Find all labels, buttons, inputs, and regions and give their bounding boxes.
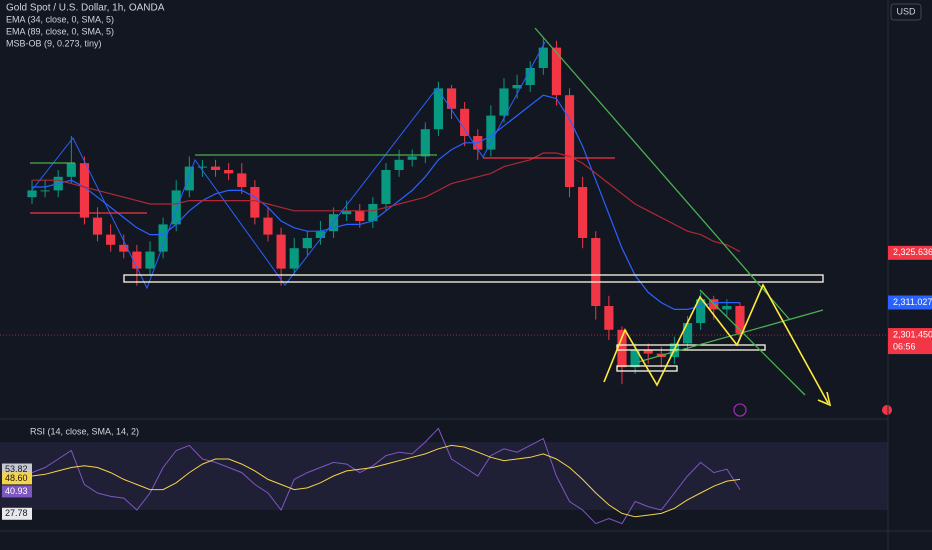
candle-body — [643, 350, 653, 354]
candle-body — [682, 323, 693, 344]
candle-body — [551, 47, 562, 96]
candle-body — [197, 166, 208, 168]
rsi-badge-label: 40.93 — [5, 486, 28, 496]
indicator-label: MSB-OB (9, 0.273, tiny) — [6, 38, 102, 48]
price-badge — [888, 295, 932, 310]
rsi-badge — [2, 507, 32, 520]
flag-icon — [882, 405, 892, 415]
candle-body — [119, 244, 129, 252]
rsi-badge — [2, 472, 32, 485]
candle-body — [630, 350, 640, 368]
candle-body — [538, 47, 548, 69]
rsi-band — [0, 442, 888, 511]
zigzag — [31, 41, 546, 290]
candle-body — [578, 187, 588, 239]
candle-body — [224, 170, 234, 174]
candle-body — [158, 224, 168, 252]
candle-body — [342, 210, 352, 215]
plots — [0, 37, 888, 525]
zone-box — [616, 365, 678, 372]
labels: 2,325.636 2,311.027 06:56 2,301.450 53.8248.… — [2, 245, 932, 520]
candle-body — [184, 166, 194, 191]
candle-body — [381, 170, 391, 205]
rsi-title: RSI (14, close, SMA, 14, 2) — [30, 426, 139, 436]
event-icon — [733, 403, 747, 417]
countdown: 06:56 — [893, 341, 916, 351]
candle-body — [106, 234, 116, 245]
candle-body — [368, 204, 378, 222]
candle-body — [66, 163, 76, 177]
candle-body — [237, 173, 247, 188]
trend-line — [699, 289, 806, 396]
candle-body — [486, 115, 496, 150]
ema-line — [32, 152, 741, 253]
indicator-label: EMA (89, close, 0, SMA, 5) — [6, 26, 114, 36]
candle-body — [433, 88, 444, 130]
candle-body — [512, 85, 522, 89]
candle-body — [446, 88, 457, 109]
zone-box — [123, 274, 824, 283]
rsi-line — [31, 444, 741, 518]
rsi-badge-label: 27.78 — [5, 508, 28, 518]
price-badge — [888, 328, 932, 355]
rsi-badge-label: 48.60 — [5, 473, 28, 483]
ema-line — [32, 94, 740, 310]
rsi-badge-label: 53.82 — [5, 464, 28, 474]
currency-button[interactable] — [890, 3, 922, 21]
candle-body — [407, 156, 417, 160]
price-badge-label: 2,311.027 — [893, 297, 932, 307]
projection-path — [603, 283, 829, 404]
zone-box — [616, 344, 766, 351]
candle-body — [735, 306, 745, 334]
currency-label[interactable]: USD — [896, 6, 916, 16]
price-badge — [888, 245, 932, 260]
drawings — [30, 27, 892, 417]
candle-body — [210, 166, 221, 171]
candle-body — [132, 251, 142, 269]
price-badge-label: 2,301.450 — [893, 329, 932, 339]
candle-body — [40, 190, 50, 192]
rsi-badge — [2, 485, 32, 498]
symbol-title: Gold Spot / U.S. Dollar, 1h, OANDA — [6, 3, 165, 14]
candle-body — [617, 329, 627, 368]
candle-body — [92, 217, 103, 235]
candle-body — [499, 88, 509, 116]
candle-body — [420, 129, 430, 157]
candle-body — [276, 234, 286, 269]
candle-body — [460, 108, 470, 137]
candle-body — [302, 238, 312, 249]
candle-body — [145, 251, 155, 269]
candle-body — [394, 159, 404, 171]
candle-body — [27, 190, 37, 198]
candle-body — [315, 231, 326, 239]
candle-body — [722, 306, 732, 310]
candle-body — [79, 163, 90, 218]
candle-body — [604, 306, 614, 330]
rsi-line — [31, 427, 741, 525]
candle-body — [289, 248, 299, 269]
candle-body — [250, 187, 260, 218]
price-badge-label: 2,325.636 — [893, 247, 932, 257]
arrow-head — [817, 391, 832, 407]
candle-body — [591, 238, 601, 307]
candle-body — [525, 68, 535, 86]
candle-body — [171, 190, 181, 225]
candle-body — [696, 299, 706, 324]
candle-body — [564, 95, 575, 188]
indicator-label: EMA (34, close, 0, SMA, 5) — [6, 14, 114, 24]
candle-body — [263, 217, 273, 235]
trend-line — [534, 27, 791, 321]
candle-body — [355, 210, 365, 222]
